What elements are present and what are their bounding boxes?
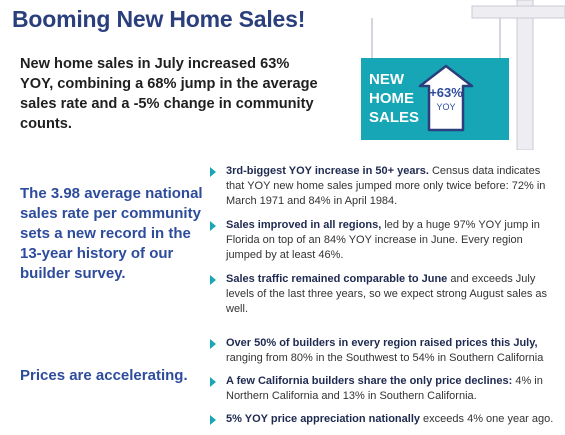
sign-post [516, 0, 534, 150]
bullet-item: Over 50% of builders in every region rai… [210, 336, 560, 366]
sign-pct: +63% [429, 85, 463, 100]
side-callout-prices: Prices are accelerating. [20, 367, 188, 384]
side-callout-record: The 3.98 average national sales rate per… [20, 185, 203, 282]
bullet-arrow-icon [210, 415, 216, 425]
bullet-item: A few California builders share the only… [210, 374, 560, 404]
bullet-bold: Sales traffic remained comparable to Jun… [226, 273, 448, 285]
bullet-bold: 5% YOY price appreciation nationally [226, 413, 420, 425]
bullet-bold: 3rd-biggest YOY increase in 50+ years. [226, 165, 429, 177]
new-home-sales-sign: NEW HOME SALES +63% YOY [361, 0, 565, 150]
bullet-list-sales: 3rd-biggest YOY increase in 50+ years. C… [210, 164, 560, 326]
bullet-text: and exceeds July levels of the last thre… [226, 273, 548, 315]
page-title: Booming New Home Sales! [12, 6, 306, 32]
sign-crossbar [471, 5, 565, 19]
sign-line1: NEW [369, 71, 405, 88]
bullet-bold: Over 50% of builders in every region rai… [226, 337, 538, 349]
up-arrow-icon [418, 64, 474, 132]
bullet-arrow-icon [210, 377, 216, 387]
bullet-text: 4% in Northern California and 13% in Sou… [226, 375, 543, 402]
bullet-bold: A few California builders share the only… [226, 375, 513, 387]
intro-text: New home sales in July increased 63% YOY… [20, 56, 318, 132]
bullet-bold: Sales improved in all regions, [226, 219, 382, 231]
bullet-arrow-icon [210, 167, 216, 177]
sign-line2: HOME [369, 90, 414, 107]
bullet-arrow-icon [210, 339, 216, 349]
bullet-item: Sales improved in all regions, led by a … [210, 218, 560, 263]
bullet-item: Sales traffic remained comparable to Jun… [210, 272, 560, 317]
sign-line3: SALES [369, 109, 419, 126]
bullet-text: exceeds 4% one year ago. [420, 413, 554, 425]
bullet-list-prices: Over 50% of builders in every region rai… [210, 336, 560, 435]
sign-yoy: YOY [436, 102, 455, 112]
bullet-text: led by a huge 97% YOY jump in Florida on… [226, 219, 540, 261]
bullet-text: Census data indicates that YOY new home … [226, 165, 546, 207]
bullet-text: ranging from 80% in the Southwest to 54%… [226, 352, 544, 364]
bullet-item: 5% YOY price appreciation nationally exc… [210, 412, 560, 427]
bullet-arrow-icon [210, 275, 216, 285]
bullet-item: 3rd-biggest YOY increase in 50+ years. C… [210, 164, 560, 209]
bullet-arrow-icon [210, 221, 216, 231]
